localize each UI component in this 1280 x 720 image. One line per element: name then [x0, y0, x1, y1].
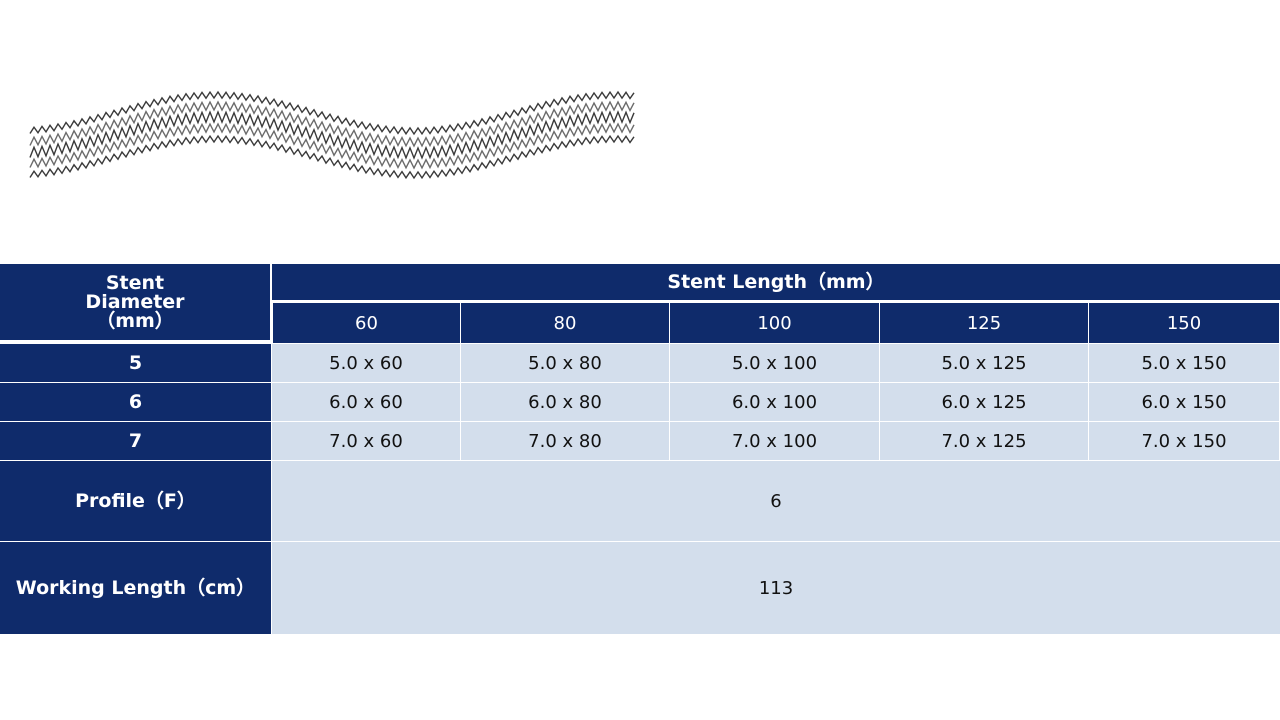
- length-header-cell: 150: [1089, 300, 1279, 343]
- size-cell: 7.0 x 150: [1089, 422, 1279, 460]
- size-cell: 5.0 x 150: [1089, 344, 1279, 382]
- stent-diameter-header: Stent Diameter （mm）: [0, 264, 270, 343]
- size-cell: 5.0 x 80: [461, 344, 669, 382]
- length-header-cell: 60: [270, 300, 460, 343]
- length-header-cell: 100: [670, 300, 879, 343]
- stent-length-header: Stent Length（mm）: [272, 264, 1280, 300]
- stent-product-photo: [29, 90, 635, 180]
- size-cell: 7.0 x 125: [880, 422, 1088, 460]
- diameter-cell: 5: [0, 344, 271, 382]
- size-cell: 7.0 x 100: [670, 422, 879, 460]
- size-cell: 6.0 x 60: [272, 383, 460, 421]
- size-cell: 5.0 x 125: [880, 344, 1088, 382]
- size-cell: 7.0 x 80: [461, 422, 669, 460]
- size-cell: 6.0 x 150: [1089, 383, 1279, 421]
- size-cell: 5.0 x 100: [670, 344, 879, 382]
- profile-value: 6: [272, 461, 1280, 541]
- size-cell: 6.0 x 100: [670, 383, 879, 421]
- size-cell: 5.0 x 60: [272, 344, 460, 382]
- corner-line: （mm）: [96, 309, 174, 332]
- profile-label: Profile（F）: [0, 461, 271, 541]
- diameter-cell: 6: [0, 383, 271, 421]
- diameter-cell: 7: [0, 422, 271, 460]
- working-length-value: 113: [272, 542, 1280, 634]
- corner-line: Stent: [105, 271, 165, 294]
- length-header-cell: 125: [880, 300, 1088, 343]
- corner-line: Diameter: [85, 290, 185, 313]
- working-length-label: Working Length（cm）: [0, 542, 271, 634]
- size-cell: 7.0 x 60: [272, 422, 460, 460]
- length-header-cell: 80: [461, 300, 669, 343]
- size-cell: 6.0 x 80: [461, 383, 669, 421]
- size-cell: 6.0 x 125: [880, 383, 1088, 421]
